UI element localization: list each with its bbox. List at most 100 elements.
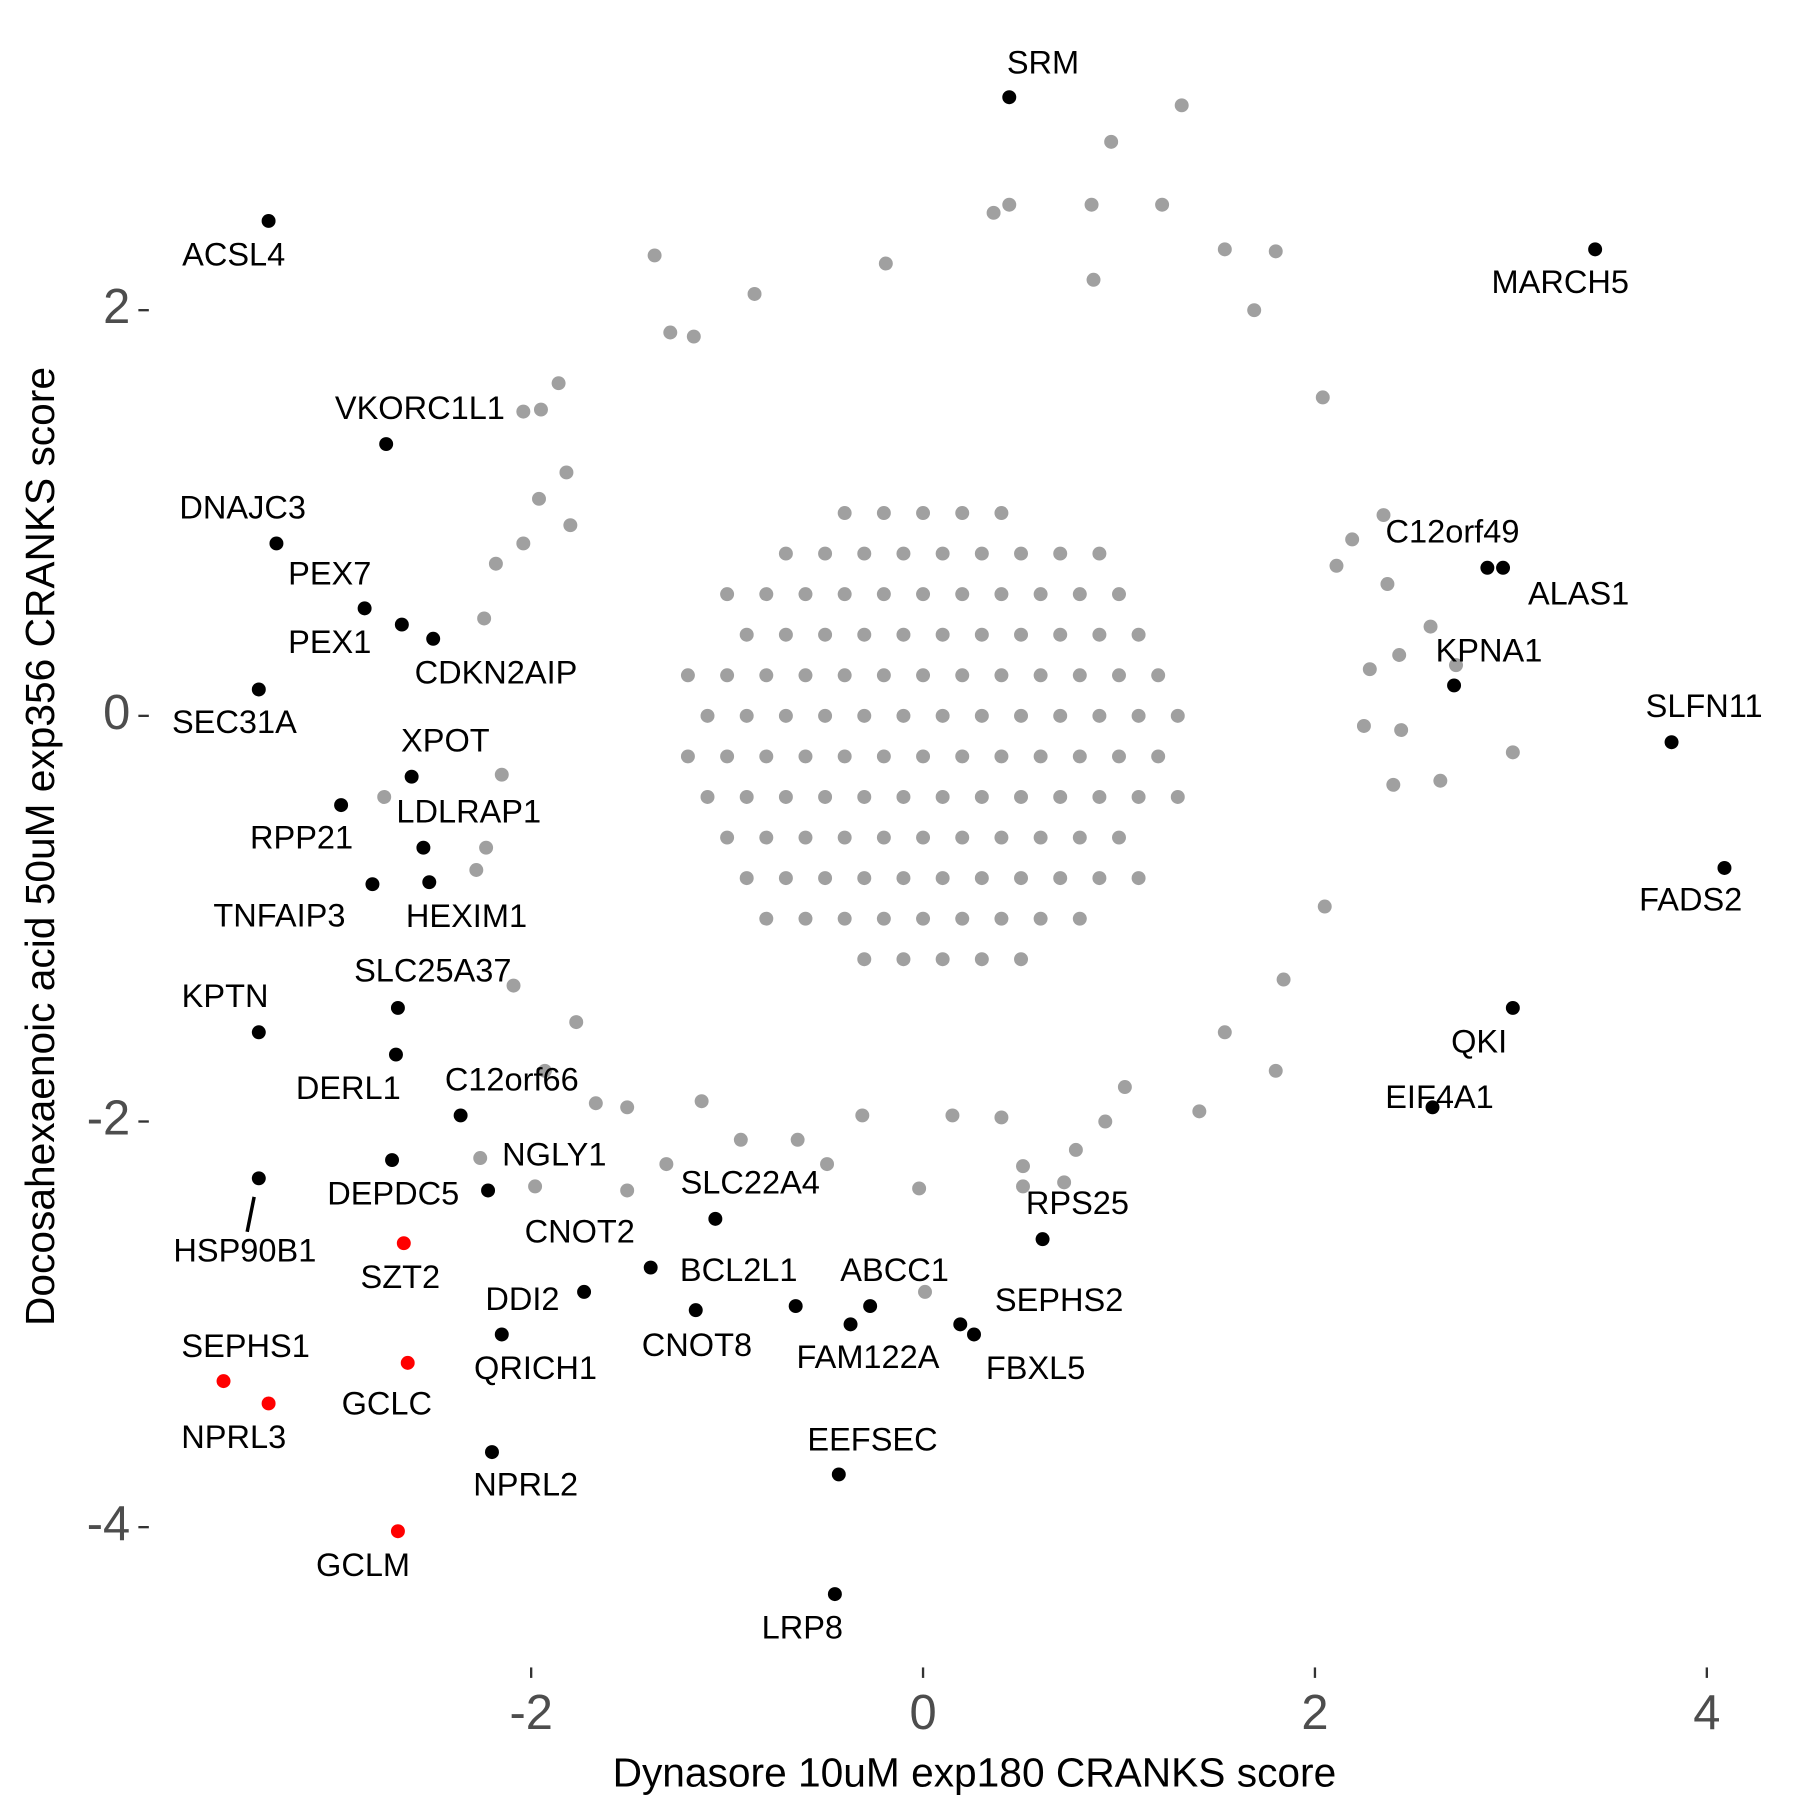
point <box>516 536 531 551</box>
point <box>1072 830 1087 845</box>
point <box>663 325 678 340</box>
point <box>261 213 276 228</box>
point <box>857 708 872 723</box>
point-label: PEX1 <box>288 624 371 660</box>
point <box>935 790 950 804</box>
point <box>1155 197 1170 212</box>
point <box>385 1153 400 1168</box>
point <box>818 790 833 804</box>
point-label: DDI2 <box>485 1281 559 1317</box>
point <box>1016 1159 1030 1174</box>
point <box>1505 745 1520 760</box>
point <box>896 627 911 642</box>
point <box>1117 1080 1132 1095</box>
point <box>857 790 872 804</box>
point <box>778 546 793 561</box>
point <box>1151 668 1166 683</box>
point <box>918 1284 932 1299</box>
point <box>251 1025 266 1040</box>
x-tick-label: 2 <box>1301 1686 1328 1740</box>
point <box>878 256 893 271</box>
point <box>700 708 715 723</box>
point-label: TNFAIP3 <box>213 898 345 934</box>
point-label: ABCC1 <box>840 1252 949 1288</box>
point <box>1151 749 1166 764</box>
point-label: ALAS1 <box>1528 575 1629 611</box>
point <box>837 749 852 764</box>
point <box>935 952 950 967</box>
point <box>863 1299 878 1314</box>
point <box>479 840 494 855</box>
point <box>843 1317 858 1332</box>
point <box>1268 1063 1283 1078</box>
point <box>994 1110 1009 1125</box>
point <box>759 830 774 845</box>
point <box>876 506 891 520</box>
point <box>916 506 931 520</box>
point <box>967 1327 981 1342</box>
point <box>1092 871 1107 886</box>
point <box>708 1211 723 1226</box>
point <box>955 749 970 764</box>
x-tick-label: 0 <box>909 1686 936 1740</box>
point <box>647 248 662 263</box>
point-label: MARCH5 <box>1492 264 1629 300</box>
point <box>1268 244 1283 259</box>
point <box>1174 98 1189 113</box>
point <box>955 587 970 602</box>
point <box>1345 532 1360 547</box>
point <box>1068 1142 1083 1157</box>
x-tick-label: -2 <box>509 1686 552 1740</box>
point <box>1014 790 1029 804</box>
point <box>680 749 695 764</box>
point <box>818 871 833 886</box>
point <box>974 871 989 886</box>
point <box>426 631 441 646</box>
point <box>1131 871 1146 886</box>
point <box>788 1299 803 1314</box>
point <box>533 402 548 417</box>
point <box>994 506 1009 520</box>
point-label: RPS25 <box>1026 1185 1129 1221</box>
point <box>837 587 852 602</box>
point <box>365 877 380 892</box>
point <box>916 668 931 683</box>
point <box>1033 668 1048 683</box>
point <box>516 404 531 419</box>
point <box>798 668 813 683</box>
point-label: NPRL2 <box>473 1467 578 1503</box>
point <box>739 708 754 723</box>
y-tick-label: 0 <box>103 686 130 740</box>
point <box>896 708 911 723</box>
x-axis-title: Dynasore 10uM exp180 CRANKS score <box>613 1749 1337 1795</box>
point <box>896 790 911 804</box>
point <box>994 830 1009 845</box>
point <box>945 1108 960 1123</box>
point <box>261 1396 276 1411</box>
label-connector <box>245 1196 256 1233</box>
point <box>798 911 813 926</box>
point <box>1276 972 1291 987</box>
point <box>394 617 409 632</box>
point <box>935 871 950 886</box>
point <box>1112 749 1126 764</box>
point <box>1086 272 1101 287</box>
point <box>1016 1179 1030 1194</box>
point <box>759 911 774 926</box>
point <box>916 587 931 602</box>
point <box>1247 303 1262 318</box>
point <box>1112 830 1126 845</box>
point <box>935 708 950 723</box>
point <box>935 627 950 642</box>
point <box>588 1096 603 1111</box>
point <box>778 871 793 886</box>
point <box>488 556 503 571</box>
point <box>1098 1114 1113 1129</box>
point <box>720 830 735 845</box>
point <box>1092 627 1107 642</box>
point <box>876 668 891 683</box>
point-label: EEFSEC <box>807 1421 937 1457</box>
point <box>1014 708 1029 723</box>
point <box>739 627 754 642</box>
